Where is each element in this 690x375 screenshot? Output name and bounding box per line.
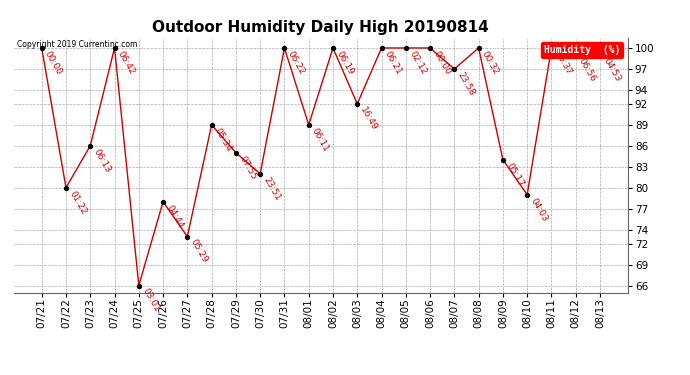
Text: 06:56: 06:56 bbox=[577, 56, 598, 83]
Point bbox=[352, 101, 363, 107]
Point bbox=[109, 45, 120, 51]
Point bbox=[497, 157, 509, 163]
Point bbox=[400, 45, 411, 51]
Point bbox=[36, 45, 47, 51]
Legend: Humidity  (%): Humidity (%) bbox=[541, 42, 623, 58]
Text: 00:32: 00:32 bbox=[480, 50, 501, 76]
Point bbox=[595, 52, 606, 58]
Point bbox=[473, 45, 484, 51]
Point bbox=[279, 45, 290, 51]
Text: 16:49: 16:49 bbox=[359, 105, 380, 132]
Text: 23:58: 23:58 bbox=[455, 70, 476, 97]
Text: 05:29: 05:29 bbox=[189, 238, 209, 265]
Point bbox=[424, 45, 435, 51]
Point bbox=[182, 234, 193, 240]
Text: 04:53: 04:53 bbox=[602, 56, 622, 83]
Text: 02:12: 02:12 bbox=[407, 50, 428, 76]
Text: 00:00: 00:00 bbox=[43, 50, 64, 76]
Point bbox=[522, 192, 533, 198]
Text: 04:03: 04:03 bbox=[529, 196, 549, 223]
Text: 06:11: 06:11 bbox=[310, 126, 331, 153]
Text: 06:42: 06:42 bbox=[116, 50, 137, 76]
Text: 06:37: 06:37 bbox=[553, 50, 573, 76]
Point bbox=[157, 199, 168, 205]
Text: 06:13: 06:13 bbox=[92, 147, 112, 174]
Point bbox=[448, 66, 460, 72]
Point bbox=[133, 282, 144, 288]
Text: Copyright 2019 Currentinc.com: Copyright 2019 Currentinc.com bbox=[17, 40, 137, 49]
Title: Outdoor Humidity Daily High 20190814: Outdoor Humidity Daily High 20190814 bbox=[152, 20, 489, 35]
Text: 06:22: 06:22 bbox=[286, 50, 306, 76]
Text: 05:34: 05:34 bbox=[213, 126, 234, 153]
Point bbox=[61, 185, 72, 191]
Point bbox=[255, 171, 266, 177]
Point bbox=[206, 122, 217, 128]
Text: 06:21: 06:21 bbox=[383, 50, 404, 76]
Text: 06:19: 06:19 bbox=[335, 50, 355, 76]
Text: 01:22: 01:22 bbox=[68, 189, 88, 216]
Point bbox=[230, 150, 241, 156]
Text: 00:00: 00:00 bbox=[431, 50, 452, 76]
Point bbox=[546, 45, 557, 51]
Point bbox=[303, 122, 314, 128]
Text: 07:55: 07:55 bbox=[237, 154, 258, 181]
Point bbox=[328, 45, 339, 51]
Text: 03:01: 03:01 bbox=[140, 287, 161, 314]
Point bbox=[376, 45, 387, 51]
Text: 04:44: 04:44 bbox=[164, 203, 185, 229]
Point bbox=[570, 52, 581, 58]
Point bbox=[85, 143, 96, 149]
Text: 05:17: 05:17 bbox=[504, 161, 525, 188]
Text: 23:51: 23:51 bbox=[262, 175, 282, 202]
